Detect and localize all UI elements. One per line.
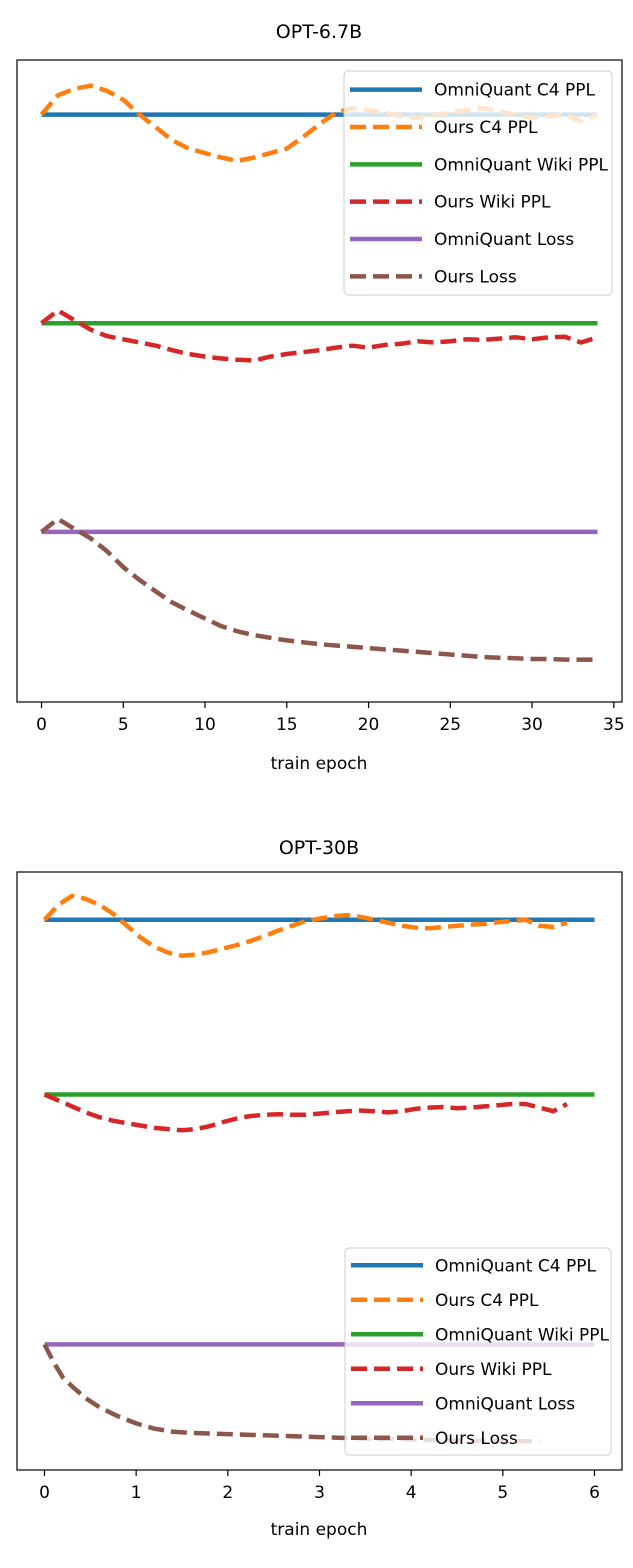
x-tick-layer: 0 5 10 15 20 25 30 35 xyxy=(36,702,625,735)
legend-label-ours-wiki-ppl: Ours Wiki PPL xyxy=(435,1360,552,1380)
legend: OmniQuant C4 PPL Ours C4 PPL OmniQuant Wik… xyxy=(344,1247,612,1456)
x-tick-label: 0 xyxy=(39,1483,50,1503)
x-axis-label: train epoch xyxy=(271,754,368,774)
x-tick-layer: 0 1 2 3 4 5 6 xyxy=(39,1470,600,1503)
legend-label-omniquant-c4-ppl: OmniQuant C4 PPL xyxy=(435,1256,596,1276)
series-line-ours-wiki-ppl xyxy=(40,308,599,363)
series-line-ours-loss xyxy=(40,516,598,662)
x-tick-label: 4 xyxy=(406,1483,417,1503)
series-line-ours-c4-ppl xyxy=(42,893,568,958)
legend-label-ours-wiki-ppl: Ours Wiki PPL xyxy=(434,193,551,213)
x-tick-label: 35 xyxy=(603,715,625,735)
chart-opt-6-7b: OPT-6.7B 0 5 10 15 20 25 30 35 train epoch Omni… xyxy=(16,21,625,774)
legend-label-ours-c4-ppl: Ours C4 PPL xyxy=(435,1291,539,1311)
legend: OmniQuant C4 PPL Ours C4 PPL OmniQuant Wik… xyxy=(343,70,613,296)
x-tick-label: 5 xyxy=(118,715,129,735)
legend-label-ours-loss: Ours Loss xyxy=(434,267,517,287)
x-tick-label: 30 xyxy=(521,715,543,735)
x-tick-label: 0 xyxy=(36,715,47,735)
legend-label-omniquant-wiki-ppl: OmniQuant Wiki PPL xyxy=(435,1325,609,1345)
legend-label-ours-c4-ppl: Ours C4 PPL xyxy=(434,118,538,138)
x-tick-label: 6 xyxy=(589,1483,600,1503)
x-tick-label: 2 xyxy=(222,1483,233,1503)
chart-title: OPT-30B xyxy=(279,837,359,859)
x-tick-label: 25 xyxy=(439,715,461,735)
legend-frame xyxy=(344,1247,612,1456)
legend-label-ours-loss: Ours Loss xyxy=(435,1429,518,1449)
x-tick-label: 1 xyxy=(131,1483,142,1503)
x-tick-label: 3 xyxy=(314,1483,325,1503)
x-tick-label: 15 xyxy=(276,715,298,735)
x-axis-label: train epoch xyxy=(271,1520,368,1540)
x-tick-label: 5 xyxy=(497,1483,508,1503)
series-line-ours-wiki-ppl xyxy=(43,1092,569,1133)
legend-label-omniquant-c4-ppl: OmniQuant C4 PPL xyxy=(434,81,595,101)
legend-label-omniquant-wiki-ppl: OmniQuant Wiki PPL xyxy=(434,155,608,175)
legend-label-omniquant-loss: OmniQuant Loss xyxy=(435,1394,575,1414)
x-tick-label: 10 xyxy=(194,715,216,735)
chart-title: OPT-6.7B xyxy=(276,21,362,43)
chart-opt-30b: OPT-30B 0 1 2 3 4 5 6 train epoch OmniQuant C4… xyxy=(16,837,623,1540)
legend-label-omniquant-loss: OmniQuant Loss xyxy=(434,230,574,250)
x-tick-label: 20 xyxy=(358,715,380,735)
legend-frame xyxy=(343,70,613,296)
